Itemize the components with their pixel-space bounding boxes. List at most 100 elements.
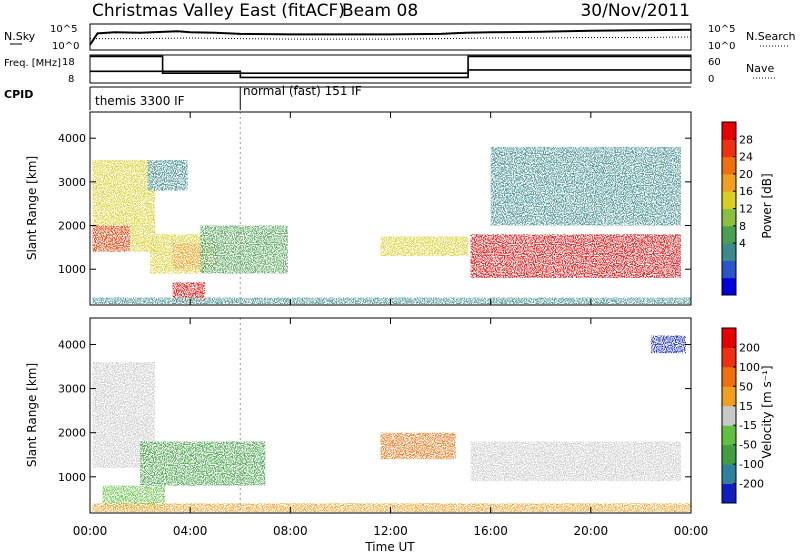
data-region-3 [147,160,188,191]
x-tick-label: 04:00 [173,524,208,538]
nave-right-tick-bottom: 0 [708,74,714,85]
data-region-6 [92,503,691,513]
colorbar-tick-label: -200 [739,478,764,491]
y-tick-label: 1000 [58,471,86,484]
data-region-2 [92,225,131,252]
x-tick-label: 16:00 [473,524,508,538]
x-tick-label: 00:00 [674,524,709,538]
x-axis: 00:00 04:00 08:00 12:00 16:00 20:00 00:00 [73,524,709,538]
noise-series-1 [89,28,692,46]
y-tick-label: 4000 [58,338,86,351]
y-tick-label: 3000 [58,383,86,396]
x-tick-label: 08:00 [273,524,308,538]
power-colorbar: 28 24 20 16 12 8 4 [721,121,753,296]
date-label: 30/Nov/2011 [580,1,690,21]
colorbar-swatch [722,156,736,175]
colorbar-tick-label: 15 [739,400,753,413]
freq-left-tick-top: 18 [62,57,75,68]
colorbar-swatch [722,173,736,192]
freq-series-2 [90,69,691,79]
colorbar-tick-label: 200 [739,341,760,354]
colorbar-swatch [722,328,736,348]
noise-left-label: N.Sky [4,30,36,43]
colorbar-swatch [722,139,736,158]
velocity-ylabel: Slant Range [km] [25,363,39,467]
noise-series [89,28,692,46]
power-ylabel: Slant Range [km] [25,156,39,260]
velocity-panel: 1000 2000 3000 4000 Slant Range [km] 200 100… [25,317,774,514]
colorbar-swatch [722,191,736,209]
colorbar-tick-label: 100 [739,361,760,374]
colorbar-tick-label: 4 [739,237,746,250]
power-cbar-label: Power [dB] [760,173,774,238]
data-region-2 [140,441,266,486]
noise-right-label: N.Search [746,30,796,43]
freq-left-label: Freq. [MHz] [4,58,61,69]
noise-series-2 [90,36,692,40]
colorbar-swatch [722,464,736,484]
cpid-panel: CPID themis 3300 IF normal (fast) 151 IF [4,84,691,110]
beam-label: Beam 08 [342,1,418,21]
noise-panel: N.Sky 10^5 10^0 10^5 10^0 N.Search [4,23,796,52]
colorbar-swatch [722,243,736,261]
velocity-data [92,318,691,513]
colorbar-tick-label: -100 [739,458,764,471]
cpid-label: CPID [4,88,33,101]
cpid-segment-2: normal (fast) 151 IF [243,84,362,98]
noise-frame [89,23,692,51]
colorbar-tick-label: 24 [739,151,753,164]
power-data [92,112,691,305]
y-tick-label: 2000 [58,427,86,440]
nave-right-label: Nave [746,62,774,75]
colorbar-swatch [722,405,736,426]
colorbar-swatch [722,260,736,279]
colorbar-swatch [722,208,736,227]
x-axis-label: Time UT [364,540,415,554]
velocity-axes: 1000 2000 3000 4000 [58,318,692,513]
power-axes: 1000 2000 3000 4000 [58,112,692,305]
colorbar-swatch [722,425,736,446]
freq-left-tick-bottom: 8 [68,74,74,85]
colorbar-tick-label: 28 [739,133,753,146]
colorbar-swatch [722,386,736,407]
freq-nave-panel: Freq. [MHz] 18 8 60 0 Nave [4,54,776,85]
x-tick-label: 12:00 [373,524,408,538]
colorbar-swatch [722,277,736,296]
y-tick-label: 3000 [58,176,86,189]
data-region-5 [470,441,681,482]
colorbar-frame [721,327,737,504]
data-region-11 [92,297,691,305]
noise-right-tick-top: 10^5 [708,24,735,35]
noise-left-tick-top: 10^5 [50,24,77,35]
colorbar-tick-label: -50 [739,439,757,452]
colorbar-tick-label: -15 [739,419,757,432]
x-tick-label: 00:00 [73,524,108,538]
colorbar-tick-label: 20 [739,168,753,181]
data-region-4 [380,432,456,460]
colorbar-swatch [722,444,736,465]
colorbar-swatch [722,483,736,504]
colorbar-tick-label: 16 [739,185,753,198]
freq-nave-series [90,55,691,79]
power-panel: 1000 2000 3000 4000 Slant Range [km] 28 24 20… [25,111,774,306]
x-tick-label: 20:00 [574,524,609,538]
colorbar-tick-label: 50 [739,380,753,393]
colorbar-swatch [722,225,736,244]
cpid-segment-1: themis 3300 IF [95,94,185,108]
y-tick-label: 4000 [58,132,86,145]
noise-right-tick-bottom: 10^0 [708,41,735,52]
colorbar-swatch [722,122,736,140]
colorbar-tick-label: 12 [739,203,753,216]
data-region-9 [470,234,681,278]
y-tick-label: 1000 [58,263,86,276]
freq-frame [89,54,692,84]
data-region-6 [172,282,206,302]
colorbar-swatch [722,366,736,387]
colorbar-swatch [722,347,736,368]
velocity-colorbar: 200 100 50 15 -15 -50 -100 -200 [721,327,764,504]
noise-left-tick-bottom: 10^0 [52,41,79,52]
data-region-10 [490,146,681,226]
data-region-8 [380,236,469,256]
